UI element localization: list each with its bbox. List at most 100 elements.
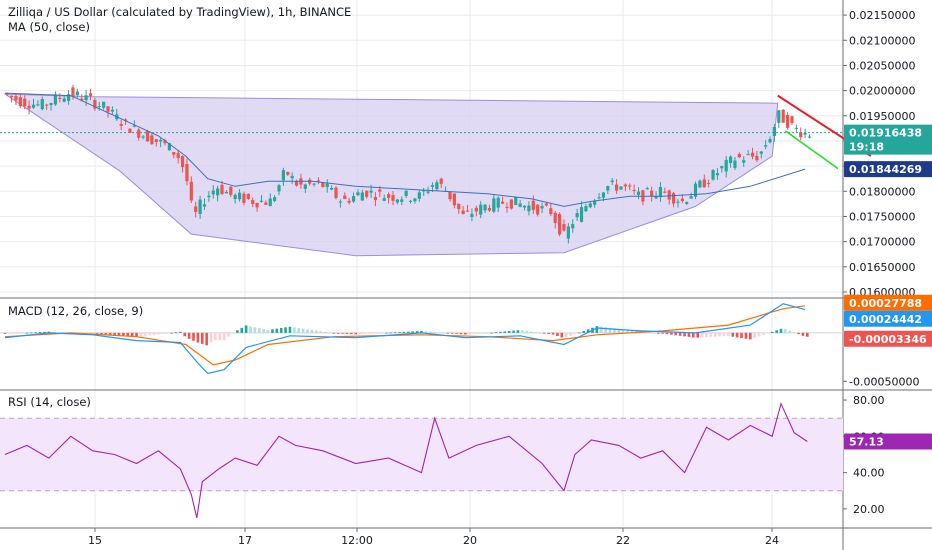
candle-body [176,153,180,159]
candle-body [527,205,531,212]
candle-body [198,199,202,215]
macd-histogram-bar [749,332,752,340]
macd-histogram-bar [564,332,568,338]
last-price-tag: 0.01916438 [849,127,922,140]
candle-body [220,184,224,194]
candle-body [128,128,132,133]
candle-body [172,152,176,155]
candle-body [5,93,9,95]
macd-histogram-bar [665,332,669,335]
candle-body [23,98,27,107]
candle-body [216,188,220,196]
macd-histogram-bar [143,332,147,336]
candle-body [654,195,658,199]
macd-histogram-bar [407,331,410,333]
macd-histogram-bar [196,332,200,343]
macd-histogram-bar [529,331,533,333]
macd-histogram-bar [240,327,244,333]
y-tick-label: 80.00 [853,394,885,407]
macd-histogram-bar [512,330,515,333]
candle-body [347,200,351,203]
macd-histogram-bar [656,332,660,334]
candle-body [759,151,763,154]
macd-histogram-bar [192,332,195,341]
candle-body [413,198,417,202]
candle-body [84,95,88,101]
candle-body [137,129,141,138]
macd-histogram-bar [148,332,151,336]
candle-body [102,101,106,108]
candle-body [286,171,290,175]
candle-body [689,196,693,199]
macd-histogram-bar [262,329,265,333]
candle-body [636,191,641,195]
macd-histogram-bar [569,332,572,336]
macd-histogram-bar [678,332,682,336]
macd-histogram-bar [735,332,739,338]
ma-price-tag: 0.01844269 [849,163,922,176]
candle-body [242,193,246,203]
candle-body [294,181,299,186]
candle-body [18,97,22,107]
y-tick-label: 0.02150000 [849,9,915,22]
candle-body [645,188,649,190]
macd-histogram-bar [582,330,586,333]
candle-body [382,198,386,201]
candle-body [106,106,110,112]
macd-tag-bg [844,310,932,327]
macd-histogram-bar [630,330,634,333]
macd-histogram-bar [122,332,125,336]
candle-body [619,186,623,190]
candle-body [702,179,706,188]
y-tick-label: 0.02000000 [849,85,915,98]
candle-body [663,191,667,193]
candle-body [330,187,334,190]
macd-histogram-bar [652,332,656,334]
candle-body [746,154,750,156]
macd-histogram-bar [806,332,809,337]
candle-body [93,99,97,109]
candle-body [334,187,338,199]
macd-histogram-bar [613,328,616,333]
macd-histogram-bar [718,332,721,337]
macd-histogram-bar [727,332,730,336]
candle-body [452,193,456,206]
macd-histogram-bar [139,332,143,337]
macd-histogram-bar [551,332,555,335]
macd-histogram-bar [464,332,467,335]
candle-body [251,200,255,204]
candle-body [562,224,566,231]
candle-body [558,214,562,235]
macd-histogram-bar [284,327,287,333]
macd-histogram-bar [350,332,353,335]
macd-label: MACD (12, 26, close, 9) [8,304,143,318]
macd-histogram-bar [770,331,774,333]
macd-histogram-bar [402,331,406,333]
macd-histogram-bar [674,332,678,336]
macd-histogram-bar [626,329,629,333]
macd-histogram-bar [661,332,664,334]
candle-body [404,190,408,196]
candle-body [31,104,36,108]
rsi-line [4,402,808,519]
candle-body [426,191,430,193]
signal-tag-bg [844,294,932,311]
candle-body [150,135,154,145]
candle-body [628,185,632,187]
candle-body [768,139,772,143]
macd-histogram-bar [47,331,51,333]
macd-histogram-bar [547,332,550,334]
candle-body [724,159,728,172]
macd-histogram-bar [775,330,778,333]
macd-histogram-bar [424,331,428,333]
macd-histogram-bar [152,332,156,335]
macd-histogram-bar [293,327,296,333]
x-tick-label: 20 [463,534,477,547]
candle-body [698,180,702,188]
macd-histogram-bar [534,332,537,333]
macd-histogram-bar [705,332,708,338]
candle-body [369,190,373,193]
macd-histogram-bar [617,328,621,333]
candle-body [737,154,741,158]
